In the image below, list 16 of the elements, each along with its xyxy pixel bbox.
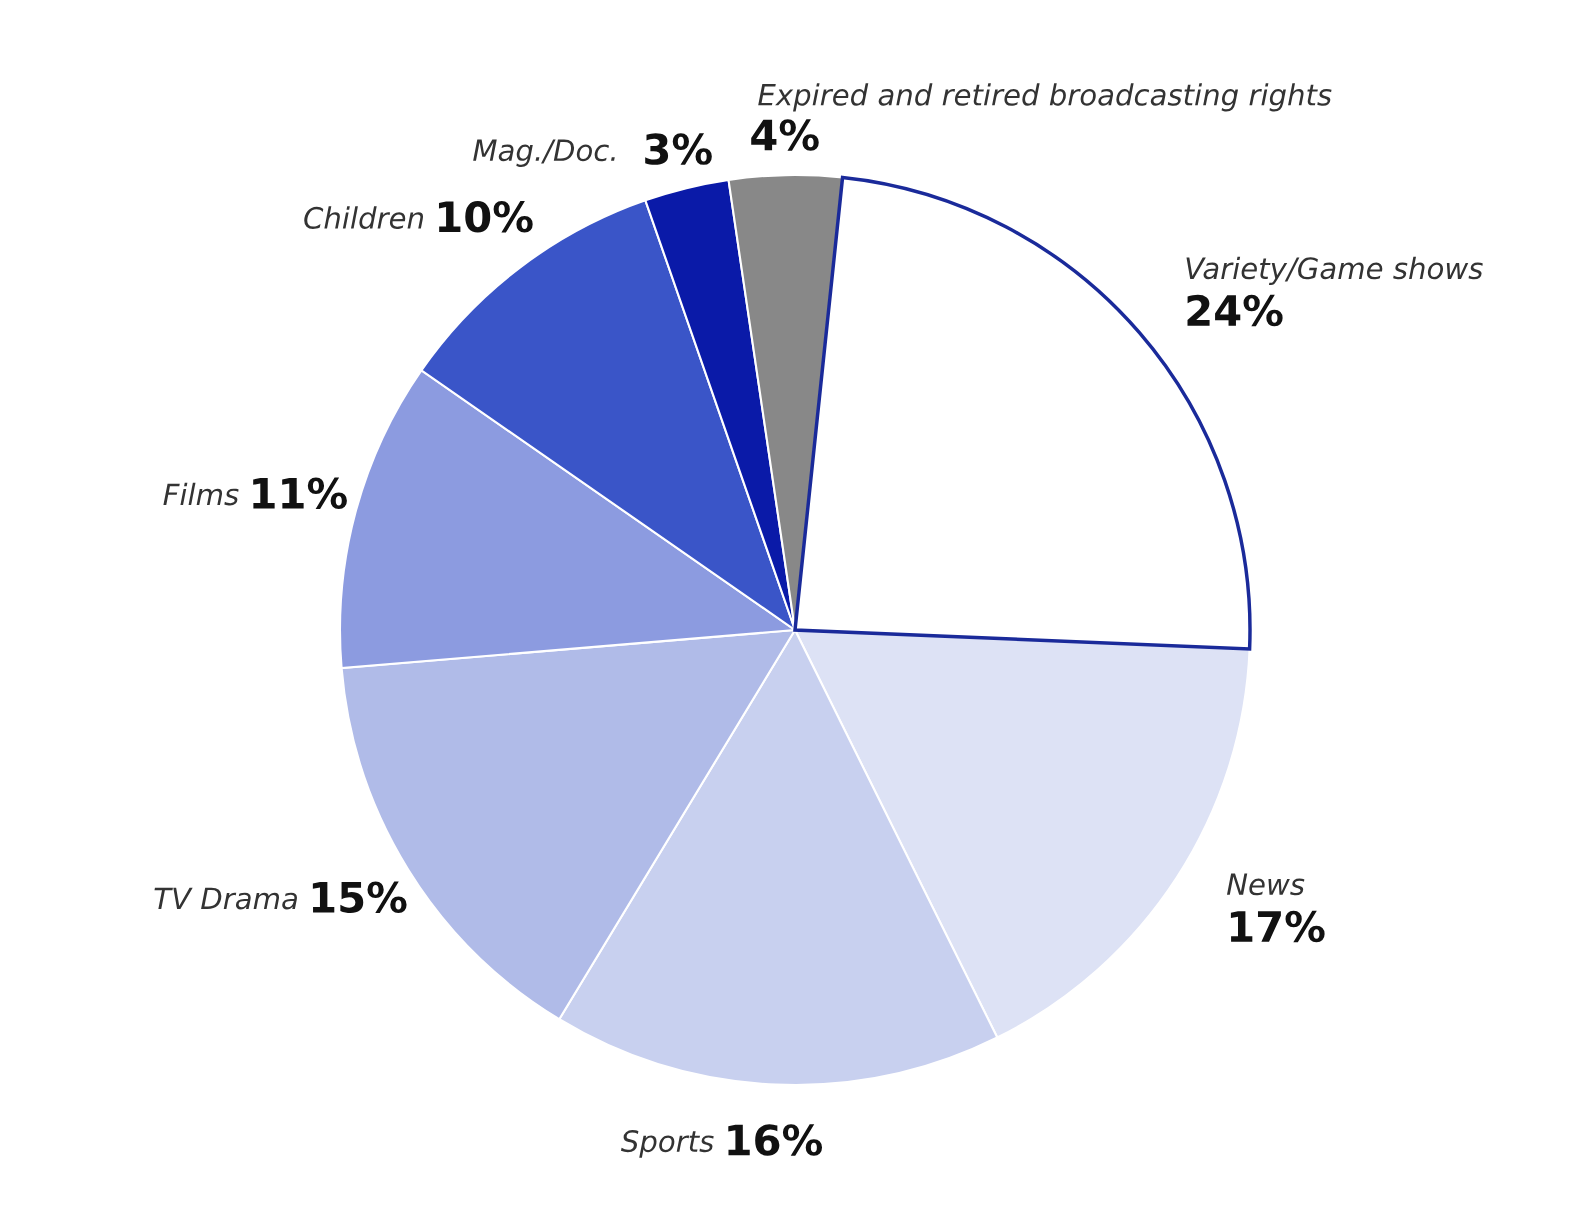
data-label: 4% (751, 119, 819, 151)
slice-label: Variety/Game shows (1186, 256, 1483, 285)
slice-label: Films (163, 482, 239, 506)
slice-label: Children (304, 206, 424, 229)
data-label: 11% (253, 477, 347, 510)
slice-label: Mag./Doc. (473, 139, 615, 167)
data-label: 3% (645, 133, 712, 165)
data-label: 15% (312, 881, 407, 914)
data-label: 10% (438, 201, 533, 233)
data-label: 16% (728, 1124, 823, 1156)
slice-label: Expired and retired broadcasting rights (758, 83, 1332, 112)
slice-label: News (1226, 873, 1305, 896)
data-label: 24% (1187, 294, 1283, 327)
slice-label: Sports (621, 1130, 714, 1158)
slice-label: TV Drama (154, 887, 297, 910)
data-label: 17% (1230, 910, 1325, 943)
